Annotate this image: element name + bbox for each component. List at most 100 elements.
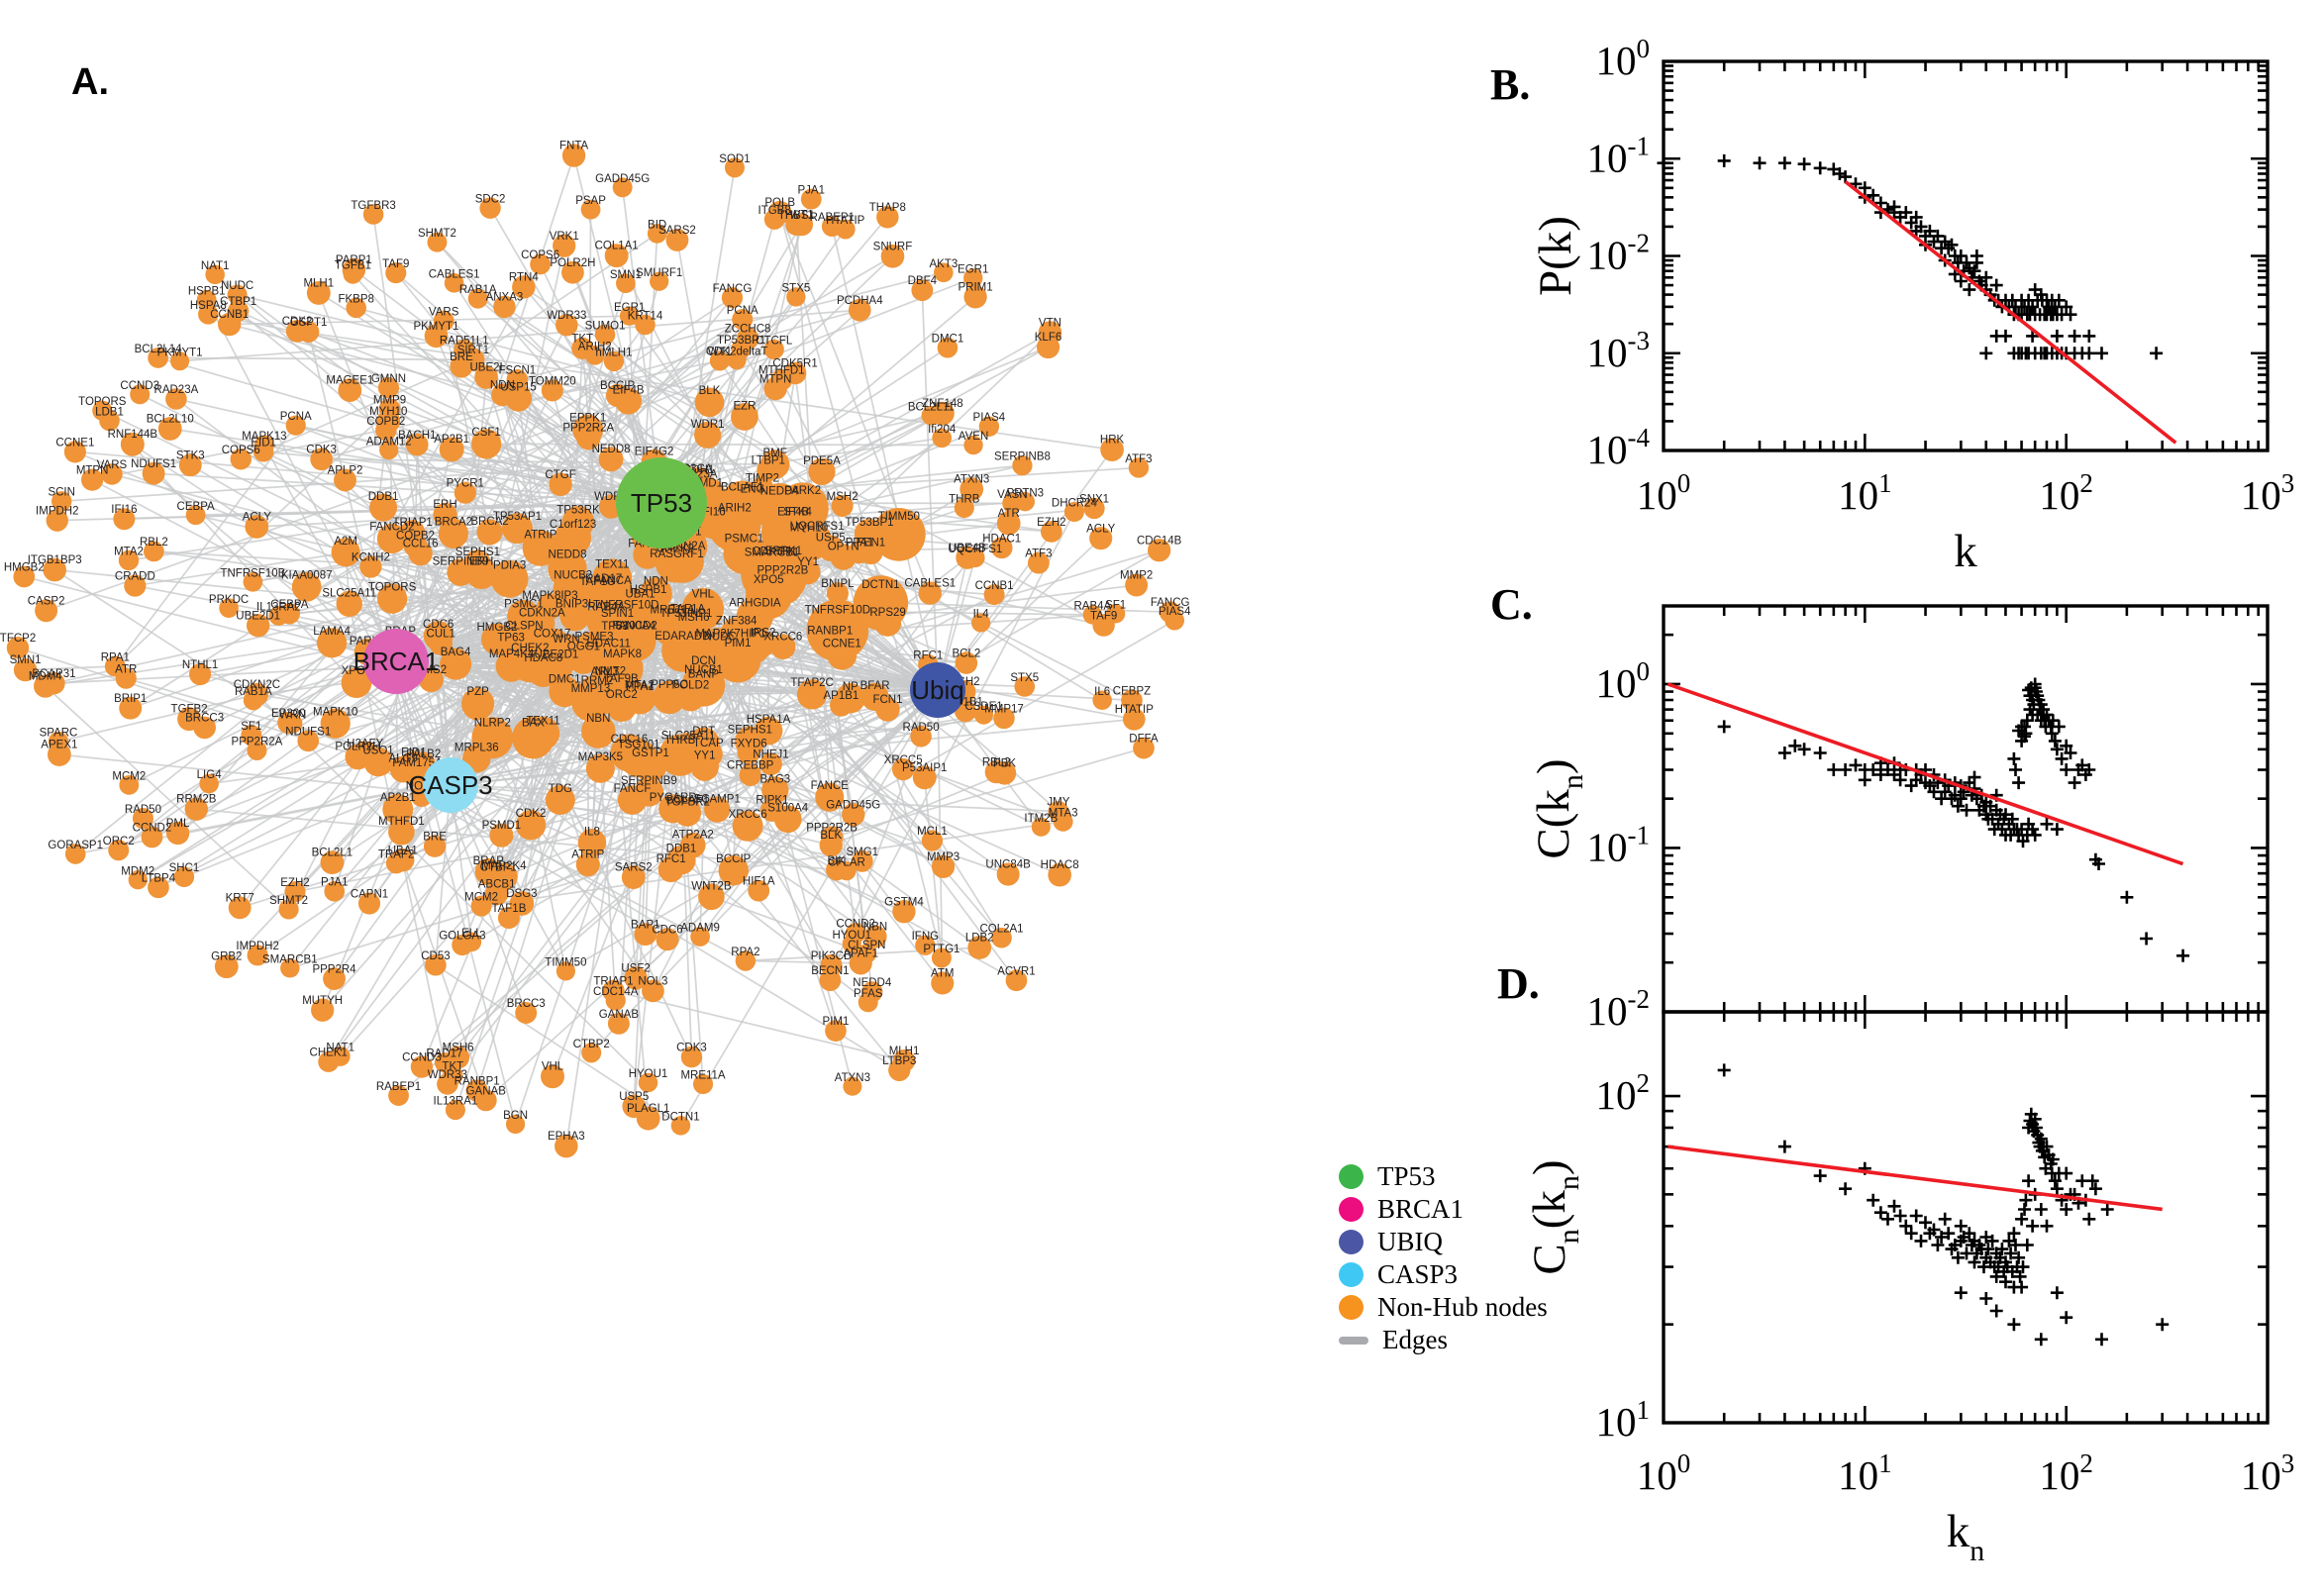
network-node[interactable] <box>721 287 744 309</box>
network-node[interactable] <box>760 545 807 590</box>
network-node[interactable] <box>891 757 915 781</box>
network-node[interactable] <box>357 892 381 915</box>
network-node[interactable] <box>789 213 814 237</box>
network-node[interactable] <box>377 377 400 399</box>
network-node[interactable] <box>227 284 248 305</box>
network-node[interactable] <box>553 234 576 257</box>
network-node[interactable] <box>984 760 1008 784</box>
network-node[interactable] <box>581 1043 602 1063</box>
network-node[interactable] <box>576 425 601 450</box>
network-node[interactable] <box>113 508 136 531</box>
network-node[interactable] <box>505 620 544 658</box>
network-node[interactable] <box>1092 690 1112 710</box>
network-node[interactable] <box>556 314 578 337</box>
network-node[interactable] <box>592 558 633 599</box>
network-node[interactable] <box>320 850 345 875</box>
network-node[interactable] <box>385 262 407 284</box>
network-node[interactable] <box>119 775 140 795</box>
network-node[interactable] <box>6 637 30 659</box>
network-node[interactable] <box>800 188 822 210</box>
network-node[interactable] <box>763 339 784 359</box>
network-node[interactable] <box>677 613 711 647</box>
network-node[interactable] <box>666 846 696 875</box>
network-node[interactable] <box>594 620 636 661</box>
network-node[interactable] <box>388 1085 409 1106</box>
network-node[interactable] <box>493 295 516 319</box>
network-node[interactable] <box>835 219 856 240</box>
network-node[interactable] <box>555 1134 578 1158</box>
network-node[interactable] <box>1089 527 1113 550</box>
network-node[interactable] <box>996 511 1021 536</box>
network-node[interactable] <box>391 848 415 872</box>
network-node[interactable] <box>43 557 67 582</box>
network-node[interactable] <box>189 662 212 686</box>
network-node[interactable] <box>205 264 225 285</box>
network-node[interactable] <box>763 377 787 401</box>
network-node[interactable] <box>851 850 873 872</box>
network-node[interactable] <box>280 958 300 978</box>
network-node[interactable] <box>338 378 362 403</box>
network-node[interactable] <box>132 808 153 830</box>
network-node[interactable] <box>553 569 593 610</box>
network-node[interactable] <box>108 840 130 861</box>
network-node[interactable] <box>425 953 447 976</box>
network-node[interactable] <box>561 260 584 284</box>
network-node[interactable] <box>342 257 366 282</box>
network-node[interactable] <box>196 289 217 310</box>
network-node[interactable] <box>277 711 300 735</box>
network-node[interactable] <box>148 348 168 368</box>
network-node[interactable] <box>845 923 866 944</box>
network-node[interactable] <box>184 797 209 821</box>
network-node[interactable] <box>470 429 502 459</box>
network-node[interactable] <box>786 287 806 307</box>
network-node[interactable] <box>561 144 586 167</box>
network-node[interactable] <box>474 1089 497 1112</box>
network-node[interactable] <box>124 574 147 597</box>
network-node[interactable] <box>549 675 581 708</box>
network-node[interactable] <box>157 417 182 441</box>
network-node[interactable] <box>324 880 346 902</box>
network-node[interactable] <box>497 907 520 930</box>
network-node[interactable] <box>732 309 754 331</box>
network-node[interactable] <box>1121 689 1143 712</box>
network-node[interactable] <box>285 415 306 436</box>
network-node[interactable] <box>253 435 274 455</box>
network-node[interactable] <box>860 682 889 711</box>
network-node[interactable] <box>990 537 1013 559</box>
network-node[interactable] <box>185 505 206 526</box>
network-node[interactable] <box>634 777 664 807</box>
network-node[interactable] <box>311 998 335 1022</box>
network-node[interactable] <box>318 1050 340 1072</box>
network-node[interactable] <box>334 468 356 492</box>
network-node[interactable] <box>960 477 984 501</box>
network-node[interactable] <box>429 632 453 655</box>
network-node[interactable] <box>843 1076 862 1096</box>
network-node[interactable] <box>616 273 636 294</box>
network-node[interactable] <box>515 1002 538 1024</box>
network-node[interactable] <box>35 599 58 623</box>
network-node[interactable] <box>247 945 268 966</box>
network-node[interactable] <box>465 557 498 590</box>
network-node[interactable] <box>495 649 528 682</box>
network-node[interactable] <box>658 794 688 824</box>
network-node[interactable] <box>228 896 252 920</box>
network-node[interactable] <box>310 448 333 471</box>
network-node[interactable] <box>336 590 362 618</box>
network-node[interactable] <box>921 830 944 851</box>
network-node[interactable] <box>320 708 351 739</box>
network-node[interactable] <box>853 575 909 631</box>
network-node[interactable] <box>650 271 669 291</box>
network-node[interactable] <box>606 691 638 722</box>
network-node[interactable] <box>467 288 488 309</box>
network-node[interactable] <box>621 865 646 889</box>
network-node[interactable] <box>748 879 770 902</box>
network-node[interactable] <box>768 200 792 225</box>
network-node[interactable] <box>245 515 269 539</box>
network-node[interactable] <box>549 472 572 497</box>
network-node[interactable] <box>379 441 399 460</box>
network-node[interactable] <box>724 157 745 178</box>
network-node[interactable] <box>219 598 239 618</box>
network-node[interactable] <box>506 368 529 391</box>
network-node[interactable] <box>932 428 953 449</box>
network-node[interactable] <box>437 1073 458 1095</box>
